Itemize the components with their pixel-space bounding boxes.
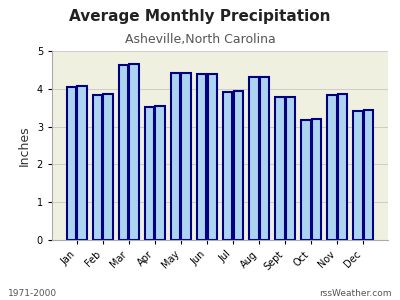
Bar <box>328 95 336 240</box>
Bar <box>182 73 190 240</box>
Y-axis label: Inches: Inches <box>18 125 31 166</box>
Bar <box>78 86 86 240</box>
Bar <box>171 73 180 240</box>
Bar <box>234 91 243 240</box>
Bar <box>276 98 284 240</box>
Bar <box>286 97 295 240</box>
Bar <box>208 74 217 240</box>
Bar <box>250 77 258 240</box>
Bar <box>119 65 128 240</box>
Bar <box>145 107 154 240</box>
Text: Asheville,North Carolina: Asheville,North Carolina <box>125 33 275 46</box>
Bar <box>338 94 347 240</box>
Bar <box>104 94 112 240</box>
Bar <box>93 95 102 240</box>
Bar <box>223 92 232 240</box>
Bar <box>302 120 310 240</box>
Bar <box>156 106 164 240</box>
Bar <box>260 77 269 240</box>
Bar <box>67 86 76 240</box>
Bar <box>197 74 206 240</box>
Bar <box>130 64 138 240</box>
Bar <box>364 110 373 240</box>
Text: 1971-2000: 1971-2000 <box>8 290 57 298</box>
Bar <box>354 111 362 240</box>
Text: rssWeather.com: rssWeather.com <box>320 290 392 298</box>
Text: Average Monthly Precipitation: Average Monthly Precipitation <box>69 9 331 24</box>
Bar <box>312 119 321 240</box>
